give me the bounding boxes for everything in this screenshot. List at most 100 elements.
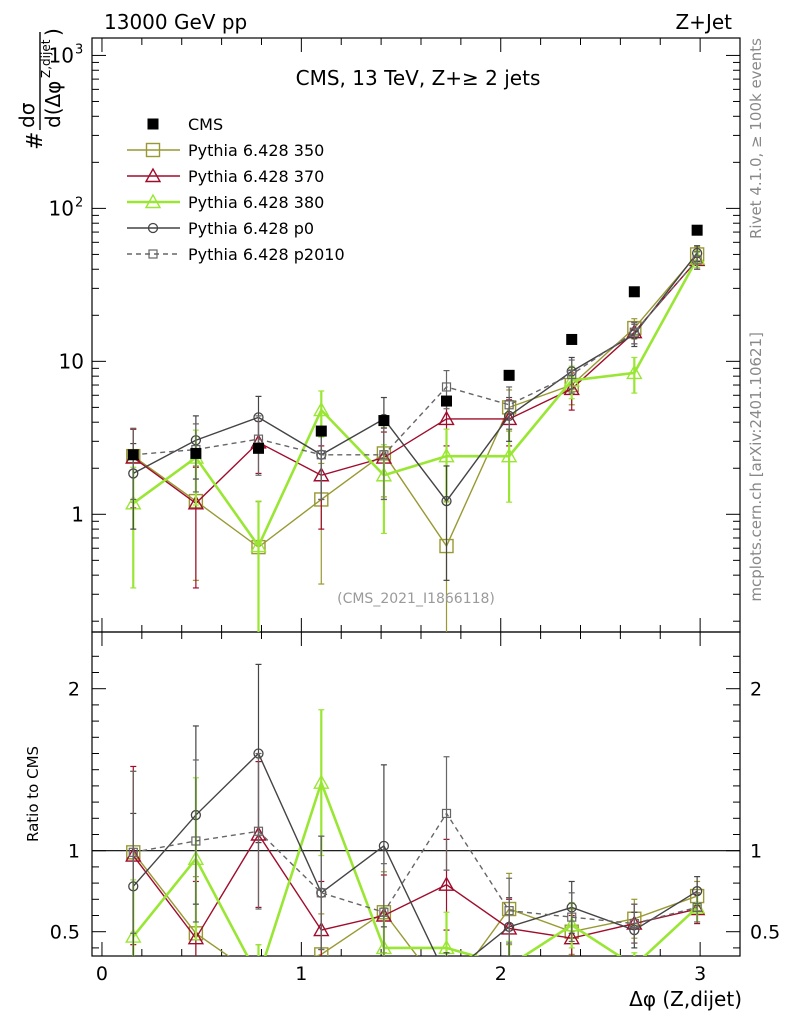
legend-label: Pythia 6.428 p2010 [188,245,345,264]
cms-data-point [503,369,515,381]
plot-title: CMS, 13 TeV, Z+≥ 2 jets [296,66,541,90]
legend-label: Pythia 6.428 p0 [188,219,314,238]
series-line [132,833,698,940]
data-point [692,902,702,913]
legend-marker [147,222,159,234]
data-point [441,808,452,819]
data-point [504,906,514,916]
main-series-content [125,224,706,632]
cms-data-point [441,395,453,407]
series-pythia-6-428-380 [125,249,706,632]
ratio-y-axis-label: Ratio to CMS [24,746,42,842]
series-line [132,752,698,956]
data-point [567,369,577,380]
legend-label: Pythia 6.428 350 [188,141,324,160]
svg-text:d(Δφ: d(Δφ [41,81,65,128]
data-point [441,382,452,392]
series-line [132,252,698,503]
data-point [187,929,205,945]
y-tick-label: 1 [71,502,84,526]
x-tick-label: 1 [295,963,307,985]
data-point [438,447,455,463]
ratio-panel-frame [91,631,741,957]
data-point [379,907,389,917]
cms-data-point [315,425,327,437]
legend-marker [144,167,162,183]
cms-data-point [127,449,139,461]
legend: CMS Pythia 6.428 350 Pythia 6.428 370 Pythi… [127,115,345,264]
x-tick-label: 3 [694,963,706,985]
cms-data-point [378,415,390,427]
x-axis-label: Δφ (Z,dijet) [629,987,742,1011]
cms-data-point [252,442,264,454]
data-point [500,447,518,463]
data-point [313,774,330,789]
y-tick-label: 10 [59,349,84,373]
data-point [191,836,201,846]
cms-data-point [628,286,640,298]
svg-text:): ) [41,28,65,36]
series-cms [127,224,703,461]
data-point [313,401,330,417]
ratio-tick-label: 0.5 [50,922,80,944]
x-tick-label: 2 [495,963,507,985]
analysis-id: (CMS_2021_I1866118) [337,591,495,607]
cms-data-point [566,333,578,345]
data-point [379,450,389,460]
ratio-tick-label: 1 [68,841,80,863]
series-line [132,257,699,549]
data-point [626,364,643,380]
data-point [629,327,639,337]
series-line [132,778,699,956]
legend-label: CMS [188,115,223,134]
rivet-version-label: Rivet 4.1.0, ≥ 100k events [747,38,765,239]
legend-item: Pythia 6.428 350 [127,141,324,160]
series-line [132,259,698,505]
ratio-tick-label-right: 2 [750,679,762,701]
legend-item: Pythia 6.428 p2010 [127,245,345,264]
data-point [438,410,455,426]
ratio-y-axis: 0.5 0.5 1 1 2 2 [50,655,780,949]
data-point [250,537,267,553]
svg-text:dσ: dσ [15,102,39,128]
series-pythia-6-428-p0 [128,245,703,581]
data-point [128,847,138,857]
x-axis: 0 1 2 3 [96,38,706,985]
legend-item: Pythia 6.428 370 [127,167,324,186]
legend-label: Pythia 6.428 370 [188,167,324,186]
legend-marker [148,249,158,259]
main-plot-area [125,224,706,632]
data-point [378,840,390,851]
energy-label: 13000 GeV pp [104,10,247,34]
data-point [438,876,455,891]
main-y-axis-label: # dσ d(Δφ Z,dijet ) [15,28,65,150]
mcplots-credit-label: mcplots.cern.ch [arXiv:2401.10621] [747,332,765,602]
data-point [253,826,264,836]
cms-data-point [691,224,703,236]
ratio-series-content [125,663,706,956]
svg-text:Z,dijet: Z,dijet [39,39,53,78]
series-line [132,851,698,956]
series-pythia-6-428-p2010 [128,752,702,956]
data-point [504,400,514,410]
legend-item: Pythia 6.428 380 [127,193,324,212]
legend-marker [144,193,162,209]
cms-data-point [190,447,202,459]
series-pythia-6-428-350 [126,246,705,632]
legend-label: Pythia 6.428 380 [188,193,324,212]
y-tick-label: 102 [49,195,84,220]
series-pythia-6-428-p0 [128,663,703,956]
data-point [692,255,702,265]
ratio-tick-label-right: 1 [750,841,762,863]
data-point [629,918,639,929]
ratio-tick-label-right: 0.5 [750,922,780,944]
data-point [567,912,577,922]
process-label: Z+Jet [675,10,732,34]
svg-text:#: # [23,132,48,150]
data-point [441,495,452,507]
series-line [133,812,698,925]
data-point [316,450,326,460]
series-pythia-6-428-370 [125,760,706,956]
data-point [316,888,326,898]
